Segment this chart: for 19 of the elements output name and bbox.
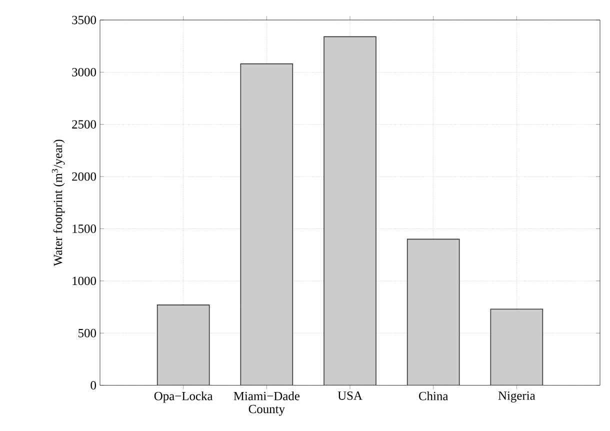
y-tick-label: 500 bbox=[78, 328, 96, 338]
y-tick-label: 0 bbox=[90, 381, 96, 390]
bar bbox=[156, 304, 210, 386]
x-tick-label: USA bbox=[338, 391, 362, 400]
x-tick-label: Opa−Locka bbox=[154, 392, 213, 403]
x-tick-label: China bbox=[418, 392, 448, 400]
x-tick-label: Miami−Dade County bbox=[234, 392, 300, 416]
y-tick-label: 1500 bbox=[72, 224, 96, 233]
y-tick-label: 3000 bbox=[72, 68, 96, 76]
y-tick-label: 2500 bbox=[72, 120, 96, 129]
x-tick-label: Nigeria bbox=[498, 391, 536, 402]
bar bbox=[490, 308, 544, 386]
bar bbox=[406, 238, 460, 386]
y-tick-label: 3500 bbox=[72, 16, 96, 24]
bar bbox=[240, 63, 294, 386]
bar bbox=[324, 36, 376, 386]
y-tick-label: 1000 bbox=[72, 276, 96, 286]
y-axis-title: Water footprint (m$^{3}$/year) bbox=[52, 140, 65, 266]
y-tick-label: 2000 bbox=[72, 172, 96, 181]
